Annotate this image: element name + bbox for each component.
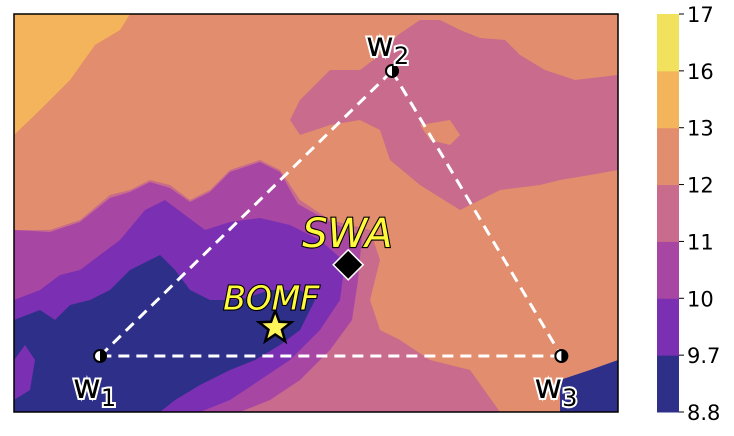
marker-label-bomf: BOMF [223, 279, 320, 318]
colorbar-tick-label: 16 [687, 60, 714, 84]
weight-point-half-w1 [100, 350, 106, 362]
plot-frame [13, 13, 619, 413]
colorbar-band-0 [657, 355, 679, 413]
weight-point-half-w3 [561, 350, 568, 362]
markers-layer: SWA BOMF [222, 210, 394, 345]
contour-band-8.8-9.7-bottom [560, 360, 618, 412]
weight-triangle [98, 69, 563, 358]
colorbar-band-3 [657, 184, 679, 242]
triangle-edge-w2-w3 [390, 70, 563, 357]
marker-label-swa: SWA [302, 211, 392, 257]
colorbar-tick-label: 12 [687, 174, 714, 198]
colorbar-tick-label: 10 [687, 287, 714, 311]
colorbar-tick-label: 17 [687, 3, 714, 27]
contour-island-center [338, 165, 355, 190]
colorbar: 8.8 9.7 10 11 12 13 16 17 [657, 3, 720, 425]
colorbar-tick-label: 8.8 [687, 401, 720, 425]
colorbar-tick-label: 13 [687, 117, 714, 141]
weight-point-half-w2 [392, 65, 398, 77]
colorbar-tick-label: 9.7 [687, 344, 720, 368]
contour-band-12-13 [14, 14, 618, 412]
triangle-edge-w1-w2 [98, 69, 394, 358]
colorbar-band-2 [657, 241, 679, 299]
marker-bomf [255, 306, 295, 345]
contour-band-9.7-10-edge [14, 345, 35, 400]
colorbar-band-4 [657, 127, 679, 186]
contour-island-right [560, 290, 618, 345]
contour-island-mid [400, 208, 430, 226]
contour-band-13-16 [14, 14, 130, 135]
colorbar-band-5 [657, 70, 679, 129]
colorbar-tick-label: 11 [687, 230, 714, 254]
contour-island-top [420, 120, 460, 145]
contour-field [14, 14, 618, 412]
colorbar-band-6 [657, 14, 679, 72]
contour-band-8.8-9.7 [14, 255, 315, 412]
colorbar-band-1 [657, 298, 679, 356]
marker-swa [332, 248, 365, 281]
